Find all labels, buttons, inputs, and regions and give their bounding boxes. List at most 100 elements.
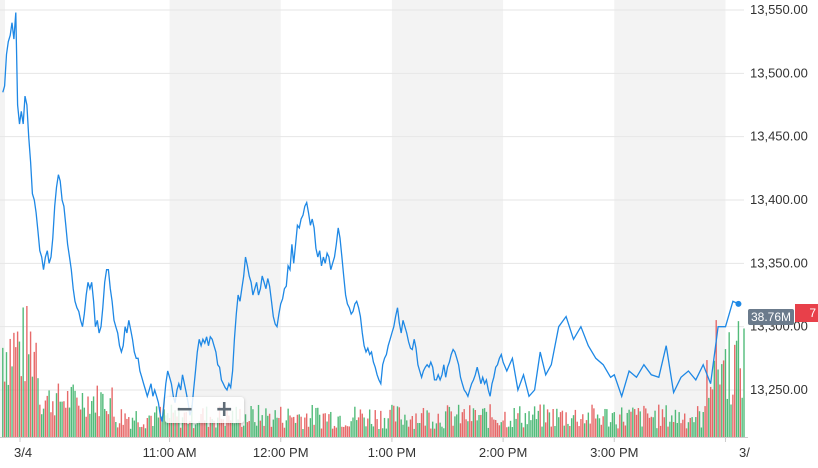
volume-bar xyxy=(624,425,627,437)
volume-bar xyxy=(530,420,532,437)
volume-bar xyxy=(735,340,738,437)
volume-bar xyxy=(181,417,184,437)
zoom-in-button[interactable]: + xyxy=(215,397,234,422)
volume-bar xyxy=(194,424,197,437)
volume-bar xyxy=(246,422,249,437)
volume-bar xyxy=(409,419,412,437)
volume-bar xyxy=(620,407,623,437)
volume-bar xyxy=(341,426,343,437)
volume-bar xyxy=(131,417,134,437)
volume-bar xyxy=(167,413,169,437)
volume-bar xyxy=(213,420,215,437)
volume-bar xyxy=(722,360,725,437)
volume-bar xyxy=(324,413,326,437)
volume-bar xyxy=(557,417,560,437)
volume-bar xyxy=(693,422,695,437)
volume-bar xyxy=(472,408,475,437)
volume-bar xyxy=(328,414,330,437)
volume-bar xyxy=(289,415,291,437)
volume-bar xyxy=(31,376,34,437)
volume-bar xyxy=(107,414,110,437)
volume-bar xyxy=(116,427,119,437)
volume-bar xyxy=(543,404,545,437)
volume-bar xyxy=(367,418,369,437)
volume-bar xyxy=(619,414,621,437)
volume-bar xyxy=(293,416,295,437)
volume-bar xyxy=(426,410,428,437)
volume-bar xyxy=(572,415,575,437)
volume-bar xyxy=(29,331,32,437)
volume-bar xyxy=(118,423,121,437)
volume-bar xyxy=(493,419,495,437)
x-tick-label: 2:00 PM xyxy=(479,445,527,460)
volume-bar xyxy=(335,427,338,437)
volume-bar xyxy=(13,332,15,437)
volume-bar xyxy=(148,415,150,437)
volume-bar xyxy=(554,426,556,437)
volume-bar xyxy=(617,428,619,437)
volume-bar xyxy=(396,406,399,437)
volume-bar xyxy=(641,426,643,437)
volume-bar xyxy=(658,404,660,437)
volume-bar xyxy=(695,417,697,437)
volume-bar xyxy=(700,427,703,437)
volume-bar xyxy=(187,423,189,437)
volume-bar xyxy=(304,417,306,437)
volume-bar xyxy=(174,410,176,437)
volume-bar xyxy=(307,426,310,437)
volume-bar xyxy=(15,347,17,437)
volume-bar xyxy=(37,378,39,437)
volume-bar xyxy=(659,425,662,437)
volume-bar xyxy=(124,413,126,437)
volume-bar xyxy=(570,418,573,437)
volume-bar xyxy=(281,422,284,437)
volume-bar xyxy=(257,404,260,437)
volume-bar xyxy=(580,419,582,437)
volume-bar xyxy=(463,409,465,437)
volume-bar xyxy=(431,421,434,437)
volume-bar xyxy=(168,417,171,437)
volume-bar xyxy=(79,409,82,437)
volume-bar xyxy=(563,425,565,437)
volume-bar xyxy=(730,404,732,437)
volume-bar xyxy=(248,420,250,437)
volume-bar xyxy=(20,376,23,437)
volume-bar xyxy=(66,390,69,437)
volume-bar xyxy=(615,424,617,437)
volume-bar xyxy=(708,397,710,437)
y-tick-label: 13,500.00 xyxy=(750,65,808,80)
volume-bar xyxy=(9,338,11,437)
volume-bar xyxy=(656,428,658,437)
zoom-out-button[interactable]: − xyxy=(175,397,194,422)
volume-bar xyxy=(381,428,384,437)
volume-bar xyxy=(500,422,502,437)
volume-bar xyxy=(89,413,91,437)
volume-bar xyxy=(302,428,304,437)
volume-bar xyxy=(70,386,73,437)
volume-bar xyxy=(482,408,484,437)
volume-bar xyxy=(65,407,67,437)
volume-bar xyxy=(16,331,19,437)
volume-bar xyxy=(242,425,245,437)
volume-bar xyxy=(524,413,527,437)
time-band xyxy=(391,0,504,437)
volume-bar xyxy=(478,415,480,437)
volume-bar xyxy=(28,354,30,437)
last-price-dot xyxy=(735,300,742,307)
volume-bar xyxy=(179,427,182,437)
zoom-control: − + xyxy=(165,397,244,423)
volume-bar xyxy=(576,421,578,437)
volume-bar xyxy=(528,411,530,437)
volume-bar xyxy=(422,407,425,437)
volume-bar xyxy=(704,406,706,437)
y-tick-label: 13,550.00 xyxy=(750,2,808,17)
volume-bar xyxy=(646,413,649,437)
volume-bar xyxy=(600,424,603,437)
volume-bar xyxy=(83,407,86,437)
volume-bar xyxy=(252,409,254,437)
volume-bar xyxy=(176,416,178,437)
volume-bar xyxy=(674,409,677,437)
volume-bar xyxy=(215,427,217,437)
volume-bar xyxy=(639,411,641,437)
